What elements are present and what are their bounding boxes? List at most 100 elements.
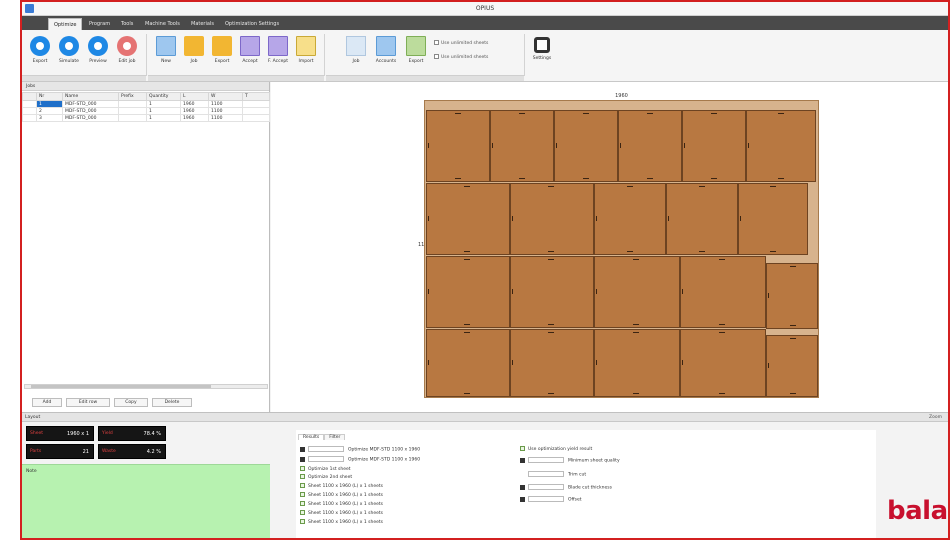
add-row-button[interactable]: Add	[32, 398, 62, 407]
column-header[interactable]: Quantity	[146, 92, 181, 101]
column-header[interactable]: T	[242, 92, 270, 101]
option-row[interactable]: Sheet 1100 x 1960 (L) x 1 sheets	[300, 483, 383, 491]
checkbox-icon[interactable]	[300, 466, 305, 471]
column-header[interactable]: Prefix	[118, 92, 147, 101]
cut-part[interactable]	[510, 183, 594, 255]
cut-part[interactable]	[510, 256, 594, 328]
options-panel: Results Filter Optimize MDF-STD 1100 x 19…	[296, 430, 876, 538]
option-row[interactable]: Sheet 1100 x 1960 (L) x 1 sheets	[300, 492, 383, 500]
f-accept-button[interactable]: F. Accept	[264, 33, 292, 77]
layout-canvas[interactable]: 1960 1100	[271, 82, 948, 412]
option-row[interactable]: Optimize MDF-STD 1100 x 1960	[300, 456, 420, 464]
monitor-icon	[534, 37, 550, 53]
setting-input[interactable]	[528, 457, 564, 463]
option-row[interactable]: Optimize 2nd sheet	[300, 474, 352, 482]
option-row[interactable]: Optimize 1st sheet	[300, 466, 351, 474]
checkbox-icon[interactable]	[300, 474, 305, 479]
cut-part[interactable]	[666, 183, 738, 255]
setting-row[interactable]: Minimum sheet quality	[520, 457, 620, 465]
column-header[interactable]: Name	[62, 92, 119, 101]
cut-part[interactable]	[682, 110, 746, 182]
accept-button[interactable]: Accept	[236, 33, 264, 77]
cut-part[interactable]	[426, 256, 510, 328]
jobs-panel-title: Jobs	[22, 82, 269, 91]
column-header[interactable]: Nr	[36, 92, 63, 101]
check-icon[interactable]	[300, 483, 305, 488]
cut-part[interactable]	[618, 110, 682, 182]
delete-row-button[interactable]: Delete	[152, 398, 192, 407]
tab-machine-tools[interactable]: Machine Tools	[145, 21, 180, 27]
unlimited-sheets-option[interactable]: Use unlimited sheets	[434, 54, 488, 62]
check-icon[interactable]	[300, 519, 305, 524]
table-row[interactable]: 2 MDF-STD_000 1 1960 1100	[22, 107, 270, 115]
copy-row-button[interactable]: Copy	[114, 398, 148, 407]
cut-part[interactable]	[594, 329, 680, 397]
cut-part[interactable]	[594, 183, 666, 255]
setting-input[interactable]	[528, 484, 564, 490]
check-icon[interactable]	[300, 510, 305, 515]
option-row[interactable]: Sheet 1100 x 1960 (L) x 1 sheets	[300, 519, 383, 527]
cut-part[interactable]	[738, 183, 808, 255]
tab-optimize[interactable]: Optimize	[48, 18, 83, 30]
check-icon[interactable]	[300, 501, 305, 506]
column-header[interactable]	[22, 92, 37, 101]
import-button[interactable]: Import	[292, 33, 320, 77]
ribbon-separator	[146, 34, 147, 76]
option-input[interactable]	[308, 456, 344, 462]
tab-optimization-settings[interactable]: Optimization Settings	[225, 21, 280, 27]
column-header[interactable]: W	[208, 92, 243, 101]
setting-row[interactable]: Blade cut thickness	[520, 484, 612, 492]
unlimited-sheets-option[interactable]: Use unlimited sheets	[434, 40, 488, 48]
new-button[interactable]: New	[152, 33, 180, 77]
tab-tools[interactable]: Tools	[121, 21, 134, 27]
settings-button[interactable]: Settings	[528, 33, 556, 77]
edit-job-button[interactable]: Edit job	[113, 33, 141, 77]
cut-part[interactable]	[490, 110, 554, 182]
preview-button[interactable]: Preview	[84, 33, 112, 77]
setting-row[interactable]: Trim cut	[520, 471, 586, 479]
option-row[interactable]: Sheet 1100 x 1960 (L) x 1 sheets	[300, 510, 383, 518]
option-row[interactable]: Sheet 1100 x 1960 (L) x 1 sheets	[300, 501, 383, 509]
job-list-button[interactable]: Job	[342, 33, 370, 77]
setting-row[interactable]: Offset	[520, 496, 582, 504]
export-button[interactable]: Export	[26, 33, 54, 77]
cut-part[interactable]	[766, 335, 818, 397]
edit-row-button[interactable]: Edit row	[66, 398, 110, 407]
notes-area[interactable]: Note	[22, 464, 270, 538]
cut-part[interactable]	[746, 110, 816, 182]
export-list-button[interactable]: Export	[402, 33, 430, 77]
zoom-label[interactable]: Zoom	[929, 415, 942, 420]
setting-row[interactable]: Use optimization yield result	[520, 446, 592, 454]
tab-program[interactable]: Program	[89, 21, 111, 27]
cut-part[interactable]	[680, 329, 766, 397]
column-header[interactable]: L	[180, 92, 209, 101]
setting-input[interactable]	[528, 496, 564, 502]
folder-export-button[interactable]: Export	[208, 33, 236, 77]
simulate-button[interactable]: Simulate	[55, 33, 83, 77]
cut-part[interactable]	[510, 329, 594, 397]
tab-filter[interactable]: Filter	[324, 434, 346, 440]
cut-part[interactable]	[766, 263, 818, 329]
table-row[interactable]: 1 MDF-STD_000 1 1960 1100	[22, 100, 270, 108]
cut-part[interactable]	[594, 256, 680, 328]
table-row[interactable]: 3 MDF-STD_000 1 1960 1100	[22, 114, 270, 122]
square-icon	[520, 496, 525, 502]
cut-part[interactable]	[426, 110, 490, 182]
option-row[interactable]: Optimize MDF-STD 1100 x 1960	[300, 446, 420, 454]
horizontal-scrollbar[interactable]	[24, 384, 268, 389]
job-button[interactable]: Job	[180, 33, 208, 77]
cut-part[interactable]	[680, 256, 766, 328]
setting-input[interactable]	[528, 471, 564, 477]
accounts-button[interactable]: Accounts	[372, 33, 400, 77]
option-input[interactable]	[308, 446, 344, 452]
checkbox-icon[interactable]	[520, 446, 525, 451]
cut-part[interactable]	[426, 329, 510, 397]
check-icon[interactable]	[300, 492, 305, 497]
layout-status-bar: Layout Zoom	[22, 412, 948, 422]
ribbon-separator	[324, 34, 325, 76]
tab-results[interactable]: Results	[298, 434, 325, 440]
cut-part[interactable]	[554, 110, 618, 182]
scrollbar-thumb[interactable]	[31, 385, 211, 388]
tab-materials[interactable]: Materials	[191, 21, 214, 27]
cut-part[interactable]	[426, 183, 510, 255]
